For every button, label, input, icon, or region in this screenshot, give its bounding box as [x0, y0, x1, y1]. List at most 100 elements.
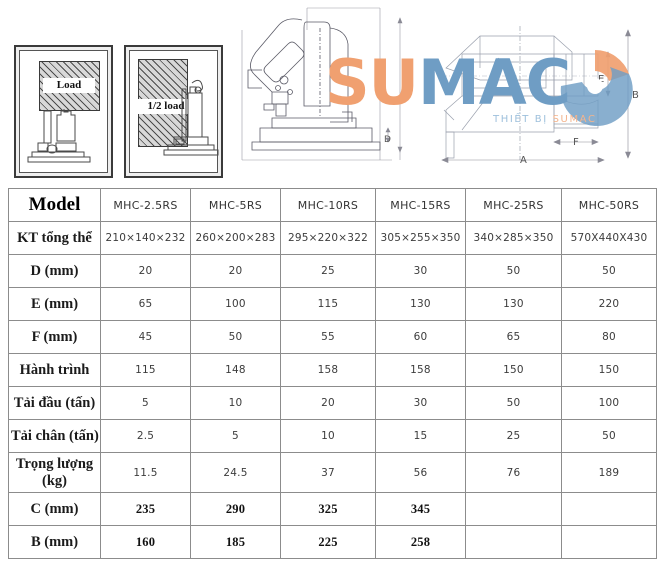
cell-r1-c3: 295×220×322 — [280, 221, 376, 255]
full-load-panel-inner: Load — [19, 50, 108, 173]
table-header-row: Model MHC-2.5RS MHC-5RS MHC-10RS MHC-15RS MHC… — [8, 188, 657, 222]
cell-r3-c2: 100 — [190, 287, 281, 321]
cell-r5-c6: 150 — [561, 353, 657, 387]
cell-r1-c4: 305×255×350 — [375, 221, 466, 255]
dim-label-a: A — [520, 155, 527, 166]
spec-table: Model MHC-2.5RS MHC-5RS MHC-10RS MHC-15RS MHC… — [8, 188, 657, 559]
cell-r2-c2: 20 — [190, 254, 281, 288]
table-row: E (mm) 65 100 115 130 130 220 — [8, 287, 657, 321]
cell-r1-c5: 340×285×350 — [465, 221, 562, 255]
cell-r5-c2: 148 — [190, 353, 281, 387]
row-label-3: E (mm) — [8, 287, 101, 321]
illustration-strip: Load 1/2 load — [0, 0, 662, 183]
jack-front-view-drawing: C D — [241, 7, 410, 161]
cell-r9-c4: 345 — [375, 492, 466, 526]
cell-r9-c6 — [561, 492, 657, 526]
row-label-2: D (mm) — [8, 254, 101, 288]
cell-r8-c5: 76 — [465, 452, 562, 493]
model-header-2: MHC-5RS — [190, 188, 281, 222]
cell-r6-c6: 100 — [561, 386, 657, 420]
cell-r10-c5 — [465, 525, 562, 559]
cell-r10-c4: 258 — [375, 525, 466, 559]
model-header-5: MHC-25RS — [465, 188, 562, 222]
cell-r4-c4: 60 — [375, 320, 466, 354]
cell-r6-c2: 10 — [190, 386, 281, 420]
dim-label-e: E — [598, 74, 604, 85]
cell-r8-c2: 24.5 — [190, 452, 281, 493]
row-label-8: Trọng lượng (kg) — [8, 452, 101, 493]
row-label-4: F (mm) — [8, 320, 101, 354]
cell-r1-c2: 260×200×283 — [190, 221, 281, 255]
table-row: Tải đầu (tấn) 5 10 20 30 50 100 — [8, 386, 657, 420]
row-label-5: Hành trình — [8, 353, 101, 387]
row-label-10: B (mm) — [8, 525, 101, 559]
cell-r8-c6: 189 — [561, 452, 657, 493]
dim-label-d: D — [384, 135, 391, 145]
cell-r7-c3: 10 — [280, 419, 376, 453]
cell-r8-c4: 56 — [375, 452, 466, 493]
cell-r7-c1: 2.5 — [100, 419, 191, 453]
table-row: KT tổng thể 210×140×232 260×200×283 295×220… — [8, 221, 657, 255]
cell-r3-c6: 220 — [561, 287, 657, 321]
cell-r4-c5: 65 — [465, 320, 562, 354]
full-load-diagram: Load — [14, 45, 113, 178]
dim-label-c: C — [404, 83, 410, 93]
cell-r5-c5: 150 — [465, 353, 562, 387]
half-load-diagram: 1/2 load — [124, 45, 223, 178]
full-load-jack-icon — [27, 109, 91, 163]
half-load-jack-icon — [163, 79, 219, 156]
table-row: D (mm) 20 20 25 30 50 50 — [8, 254, 657, 288]
dim-label-b: B — [632, 90, 639, 101]
cell-r4-c6: 80 — [561, 320, 657, 354]
jack-side-view-drawing: B E A F — [441, 26, 639, 166]
cell-r4-c1: 45 — [100, 320, 191, 354]
table-row: F (mm) 45 50 55 60 65 80 — [8, 320, 657, 354]
cell-r9-c5 — [465, 492, 562, 526]
cell-r1-c6: 570X440X430 — [561, 221, 657, 255]
table-row: Hành trình 115 148 158 158 150 150 — [8, 353, 657, 387]
cell-r9-c1: 235 — [100, 492, 191, 526]
cell-r8-c1: 11.5 — [100, 452, 191, 493]
table-row: Trọng lượng (kg) 11.5 24.5 37 56 76 189 — [8, 452, 657, 493]
cell-r2-c5: 50 — [465, 254, 562, 288]
cell-r2-c4: 30 — [375, 254, 466, 288]
cell-r10-c3: 225 — [280, 525, 376, 559]
cell-r7-c5: 25 — [465, 419, 562, 453]
cell-r3-c4: 130 — [375, 287, 466, 321]
row-label-1: KT tổng thể — [8, 221, 101, 255]
cell-r8-c3: 37 — [280, 452, 376, 493]
row-label-9: C (mm) — [8, 492, 101, 526]
cell-r2-c1: 20 — [100, 254, 191, 288]
specification-table: Model MHC-2.5RS MHC-5RS MHC-10RS MHC-15RS MHC… — [8, 188, 657, 559]
cell-r2-c6: 50 — [561, 254, 657, 288]
cell-r6-c3: 20 — [280, 386, 376, 420]
half-load-panel-inner: 1/2 load — [129, 50, 219, 173]
cell-r6-c1: 5 — [100, 386, 191, 420]
full-load-label: Load — [43, 78, 95, 93]
row-label-6: Tải đầu (tấn) — [8, 386, 101, 420]
cell-r5-c1: 115 — [100, 353, 191, 387]
cell-r3-c1: 65 — [100, 287, 191, 321]
cell-r2-c3: 25 — [280, 254, 376, 288]
row-label-7: Tải chân (tấn) — [8, 419, 101, 453]
table-row: C (mm) 235 290 325 345 — [8, 492, 657, 526]
cell-r1-c1: 210×140×232 — [100, 221, 191, 255]
model-header-4: MHC-15RS — [375, 188, 466, 222]
cell-r3-c5: 130 — [465, 287, 562, 321]
model-header-1: MHC-2.5RS — [100, 188, 191, 222]
page-title: Model — [8, 188, 101, 222]
dim-label-f: F — [573, 137, 579, 148]
model-header-3: MHC-10RS — [280, 188, 376, 222]
cell-r4-c3: 55 — [280, 320, 376, 354]
cell-r9-c3: 325 — [280, 492, 376, 526]
cell-r6-c4: 30 — [375, 386, 466, 420]
table-row: B (mm) 160 185 225 258 — [8, 525, 657, 559]
cell-r6-c5: 50 — [465, 386, 562, 420]
cell-r10-c6 — [561, 525, 657, 559]
table-row: Tải chân (tấn) 2.5 5 10 15 25 50 — [8, 419, 657, 453]
half-load-label: 1/2 load — [130, 99, 202, 114]
cell-r5-c3: 158 — [280, 353, 376, 387]
cell-r5-c4: 158 — [375, 353, 466, 387]
model-header-6: MHC-50RS — [561, 188, 657, 222]
cell-r4-c2: 50 — [190, 320, 281, 354]
